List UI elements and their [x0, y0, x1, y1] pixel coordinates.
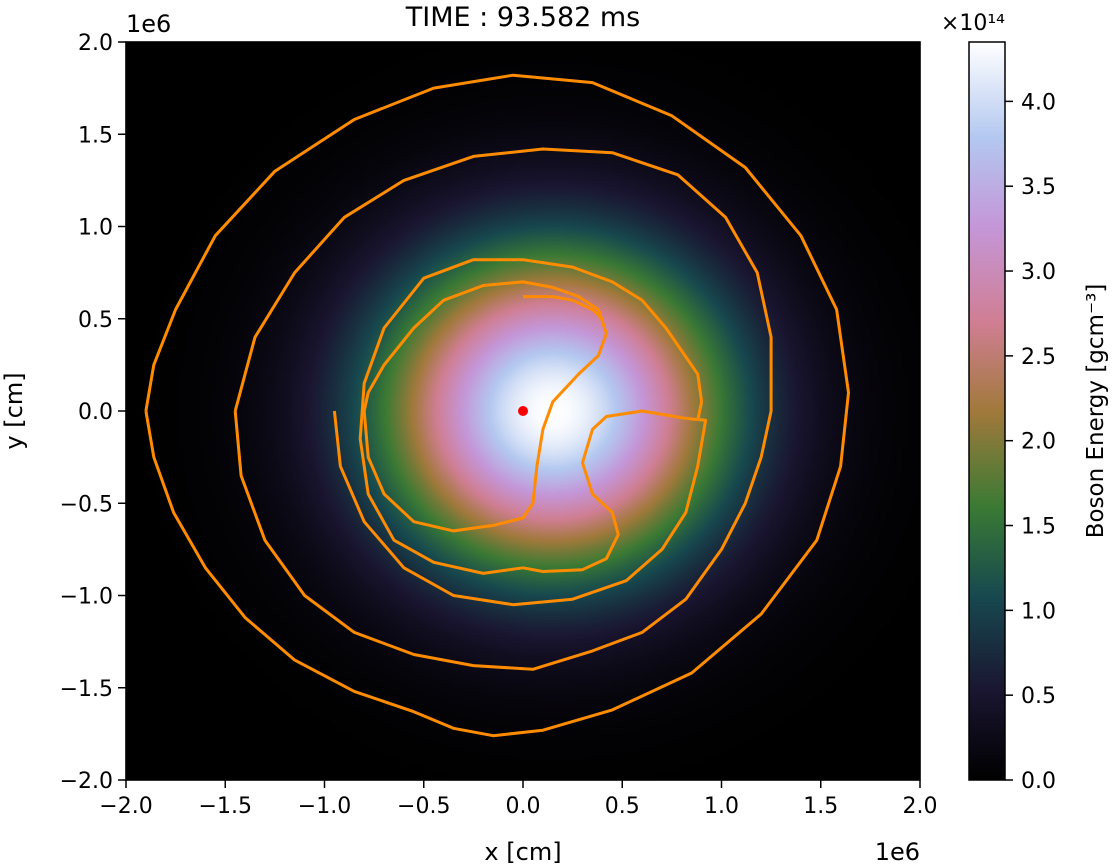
contour-line — [332, 409, 708, 607]
colorbar-tick-label: 0.0 — [1021, 769, 1056, 794]
x-tick-label: 2.0 — [903, 794, 938, 819]
center-marker — [518, 406, 528, 416]
colorbar-gradient — [968, 41, 1006, 781]
y-tick-label: 1.5 — [78, 123, 113, 148]
colorbar-label: Boson Energy [gcm⁻³] — [1083, 284, 1109, 539]
x-tick-label: 0.0 — [506, 794, 541, 819]
colorbar-tick-label: 2.5 — [1021, 345, 1056, 370]
colorbar-tick-label: 0.5 — [1021, 684, 1056, 709]
y-axis-label: y [cm] — [0, 372, 28, 449]
contour-line — [144, 73, 850, 738]
x-tick-label: −0.5 — [397, 794, 450, 819]
y-axis: 2.0 1.5 1.0 0.5 0.0 −0.5 −1.0 −1.5 −2.0 — [60, 31, 126, 794]
colorbar-tick-label: 1.0 — [1021, 599, 1056, 624]
colorbar-ticks: 0.0 0.5 1.0 1.5 2.0 2.5 3.0 3.5 4.0 — [1005, 90, 1056, 794]
contour-line — [362, 280, 608, 533]
y-tick-label: 0.5 — [78, 308, 113, 333]
y-tick-label: −0.5 — [60, 492, 113, 517]
colorbar: 0.0 0.5 1.0 1.5 2.0 2.5 3.0 3.5 4.0 ×10¹⁴ Boson … — [941, 11, 1109, 794]
y-tick-label: −2.0 — [60, 769, 113, 794]
x-axis-label: x [cm] — [484, 838, 561, 866]
colorbar-tick-label: 4.0 — [1021, 90, 1056, 115]
x-tick-label: 1.5 — [803, 794, 838, 819]
y-tick-label: −1.5 — [60, 677, 113, 702]
colorbar-tick-label: 1.5 — [1021, 515, 1056, 540]
x-tick-label: −1.5 — [199, 794, 252, 819]
colorbar-exponent: ×10¹⁴ — [941, 11, 1005, 36]
contour-layer — [144, 73, 850, 738]
colorbar-tick-label: 3.0 — [1021, 260, 1056, 285]
colorbar-tick-label: 2.0 — [1021, 430, 1056, 455]
contour-line — [523, 295, 604, 320]
x-tick-label: 1.0 — [704, 794, 739, 819]
contour-line — [696, 401, 704, 421]
x-axis: −2.0 −1.5 −1.0 −0.5 0.0 0.5 1.0 1.5 2.0 — [99, 780, 938, 819]
y-tick-label: 0.0 — [78, 400, 113, 425]
y-tick-label: −1.0 — [60, 585, 113, 610]
y-tick-label: 2.0 — [78, 31, 113, 56]
chart-title: TIME : 93.582 ms — [405, 2, 641, 33]
x-tick-label: −1.0 — [298, 794, 351, 819]
plot-area — [125, 41, 921, 781]
colorbar-tick-label: 3.5 — [1021, 175, 1056, 200]
x-tick-label: −2.0 — [99, 794, 152, 819]
y-tick-label: 1.0 — [78, 216, 113, 241]
y-offset-label: 1e6 — [126, 10, 171, 38]
x-offset-label: 1e6 — [875, 838, 920, 866]
contour-line — [233, 147, 773, 671]
x-tick-label: 0.5 — [605, 794, 640, 819]
contour-line — [358, 258, 704, 575]
